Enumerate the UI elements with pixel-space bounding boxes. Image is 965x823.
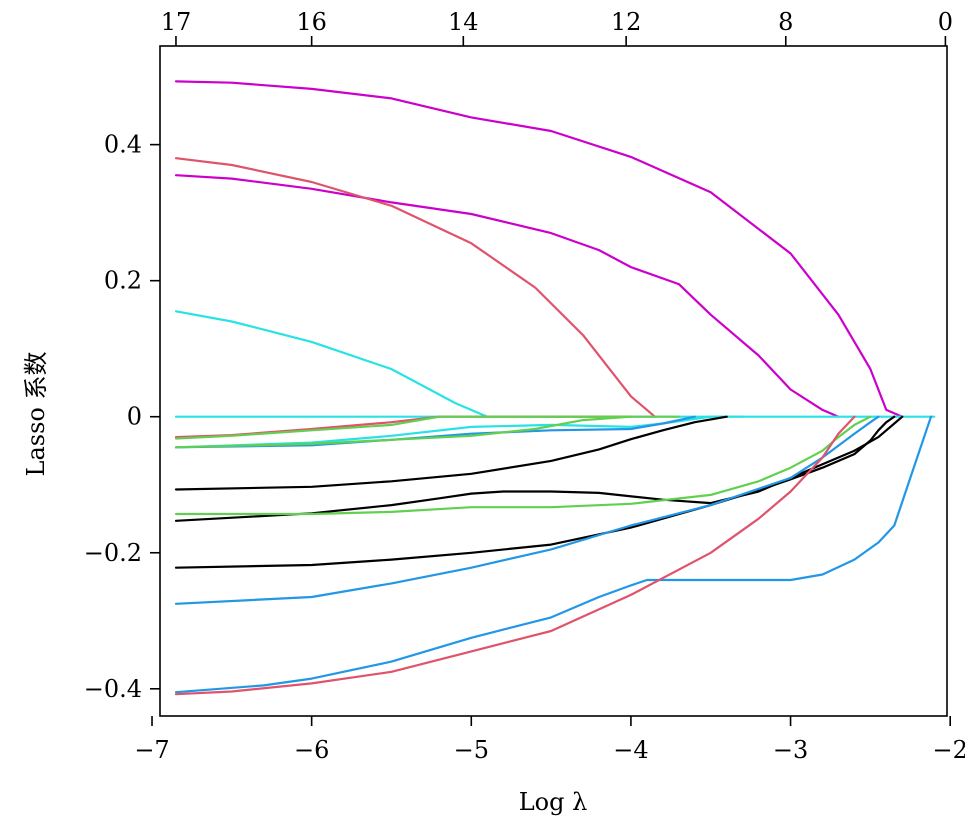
- plot-frame: [159, 45, 948, 717]
- top-tick-label: 17: [161, 8, 192, 36]
- top-tick-label: 0: [938, 8, 953, 36]
- top-tick-label: 16: [296, 8, 327, 36]
- coefficient-path-14: [174, 415, 896, 569]
- coefficient-path-13: [174, 415, 872, 516]
- x-axis-top: 17 16 14 12 8 0: [161, 8, 953, 46]
- coefficient-path-17: [174, 415, 856, 696]
- x-tick-label: −6: [294, 736, 329, 764]
- y-tick-label: −0.4: [84, 675, 142, 703]
- coefficient-path-1: [174, 80, 904, 418]
- coefficient-path-3: [174, 157, 657, 418]
- y-axis-left: −0.4 −0.2 0 0.2 0.4: [84, 131, 160, 703]
- y-tick-label: 0.4: [104, 131, 142, 159]
- x-tick-label: −7: [134, 736, 169, 764]
- y-axis-title: Lasso 系数: [22, 352, 50, 477]
- x-tick-label: −5: [454, 736, 489, 764]
- y-tick-label: 0: [127, 403, 142, 431]
- top-tick-label: 12: [611, 8, 642, 36]
- series-lines-layer: [174, 80, 936, 696]
- coefficient-path-16: [174, 415, 933, 694]
- coefficient-path-10: [174, 415, 680, 449]
- x-tick-label: −2: [932, 736, 965, 764]
- top-tick-label: 14: [448, 8, 479, 36]
- y-tick-label: −0.2: [84, 539, 142, 567]
- coefficient-path-8: [174, 415, 744, 449]
- x-axis-title: Log λ: [519, 788, 588, 816]
- x-tick-label: −3: [773, 736, 808, 764]
- coefficient-path-4: [174, 310, 489, 418]
- x-tick-label: −4: [613, 736, 648, 764]
- y-tick-label: 0.2: [104, 267, 142, 295]
- coefficient-path-15: [174, 415, 880, 605]
- x-axis-bottom: −7 −6 −5 −4 −3 −2: [134, 716, 965, 764]
- top-tick-label: 8: [778, 8, 793, 36]
- coefficient-path-11: [174, 415, 728, 491]
- coefficient-path-7: [174, 415, 633, 440]
- coefficient-path-2: [174, 174, 840, 418]
